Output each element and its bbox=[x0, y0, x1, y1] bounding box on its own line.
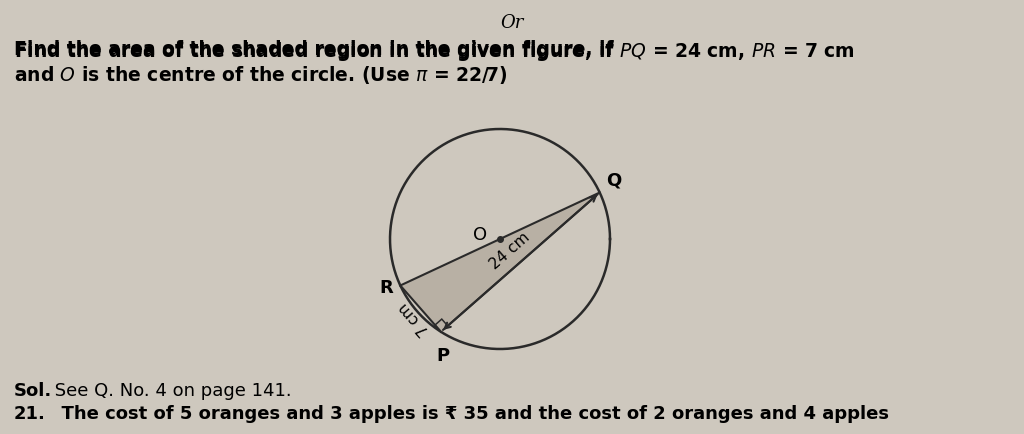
Text: and $O$ is the centre of the circle. (Use $\pi$ = 22/7): and $O$ is the centre of the circle. (Us… bbox=[14, 64, 508, 86]
Text: The cost of 5 oranges and 3 apples is ₹ 35 and the cost of 2 oranges and 4 apple: The cost of 5 oranges and 3 apples is ₹ … bbox=[49, 404, 889, 422]
Polygon shape bbox=[400, 193, 600, 332]
Text: 21.: 21. bbox=[14, 404, 46, 422]
Text: See Q. No. 4 on page 141.: See Q. No. 4 on page 141. bbox=[49, 381, 292, 399]
Text: 24 cm: 24 cm bbox=[487, 229, 532, 272]
Text: Find the area of the shaded region in the given figure, if $PQ$ = 24 cm, $PR$ = : Find the area of the shaded region in th… bbox=[14, 40, 855, 63]
Text: Or: Or bbox=[501, 14, 523, 32]
Text: 7 cm: 7 cm bbox=[396, 299, 432, 337]
Text: Find the area of the shaded region in the given figure, if: Find the area of the shaded region in th… bbox=[14, 40, 621, 59]
Text: Sol.: Sol. bbox=[14, 381, 52, 399]
Text: Q: Q bbox=[605, 171, 621, 189]
Text: P: P bbox=[436, 346, 450, 364]
Text: R: R bbox=[380, 279, 393, 297]
Text: O: O bbox=[473, 226, 487, 243]
